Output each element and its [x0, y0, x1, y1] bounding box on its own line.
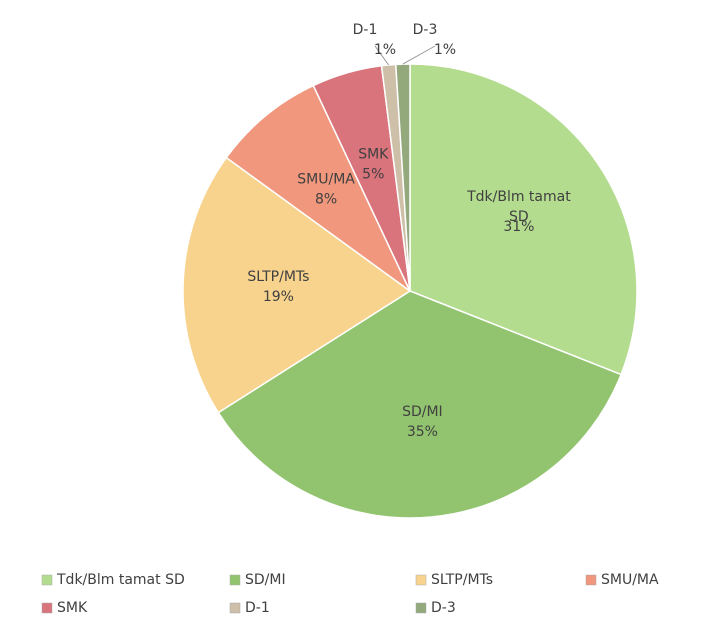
slice-label: SMK: [358, 147, 389, 163]
legend-label: SD/MI: [245, 572, 286, 588]
slice-value-label: 1%: [434, 42, 456, 58]
slice-value-label: 19%: [263, 289, 294, 305]
legend-swatch: [229, 602, 241, 614]
slice-value-label: 1%: [374, 42, 396, 58]
pie-slice: [182, 156, 412, 414]
legend-label: D-3: [431, 600, 456, 616]
slice-label: D-3: [413, 22, 438, 38]
legend-label: SMK: [57, 600, 88, 616]
legend-label: D-1: [245, 600, 270, 616]
pie-slice: [409, 63, 638, 376]
legend-swatch: [229, 574, 241, 586]
slice-label: Tdk/Blm tamat SD: [466, 189, 571, 225]
slice-value-label: 31%: [503, 219, 534, 235]
slice-label: SMU/MA: [297, 172, 355, 188]
slice-value-label: 5%: [362, 167, 384, 183]
slice-label: D-1: [353, 22, 378, 38]
leader-line: [374, 45, 390, 66]
leader-line: [402, 45, 436, 65]
legend-label: Tdk/Blm tamat SD: [56, 572, 185, 588]
slice-value-label: 8%: [315, 192, 337, 208]
legend-swatch: [41, 574, 53, 586]
slice-value-label: 35%: [407, 424, 438, 440]
legend-swatch: [415, 574, 427, 586]
slice-label: SLTP/MTs: [247, 269, 309, 285]
legend-swatch: [415, 602, 427, 614]
legend-label: SLTP/MTs: [431, 572, 493, 588]
legend-swatch: [41, 602, 53, 614]
legend-swatch: [585, 574, 597, 586]
legend-label: SMU/MA: [601, 572, 659, 588]
slice-label: SD/MI: [402, 404, 443, 420]
pie-slice: [217, 290, 623, 519]
pie-slice: [225, 84, 411, 292]
